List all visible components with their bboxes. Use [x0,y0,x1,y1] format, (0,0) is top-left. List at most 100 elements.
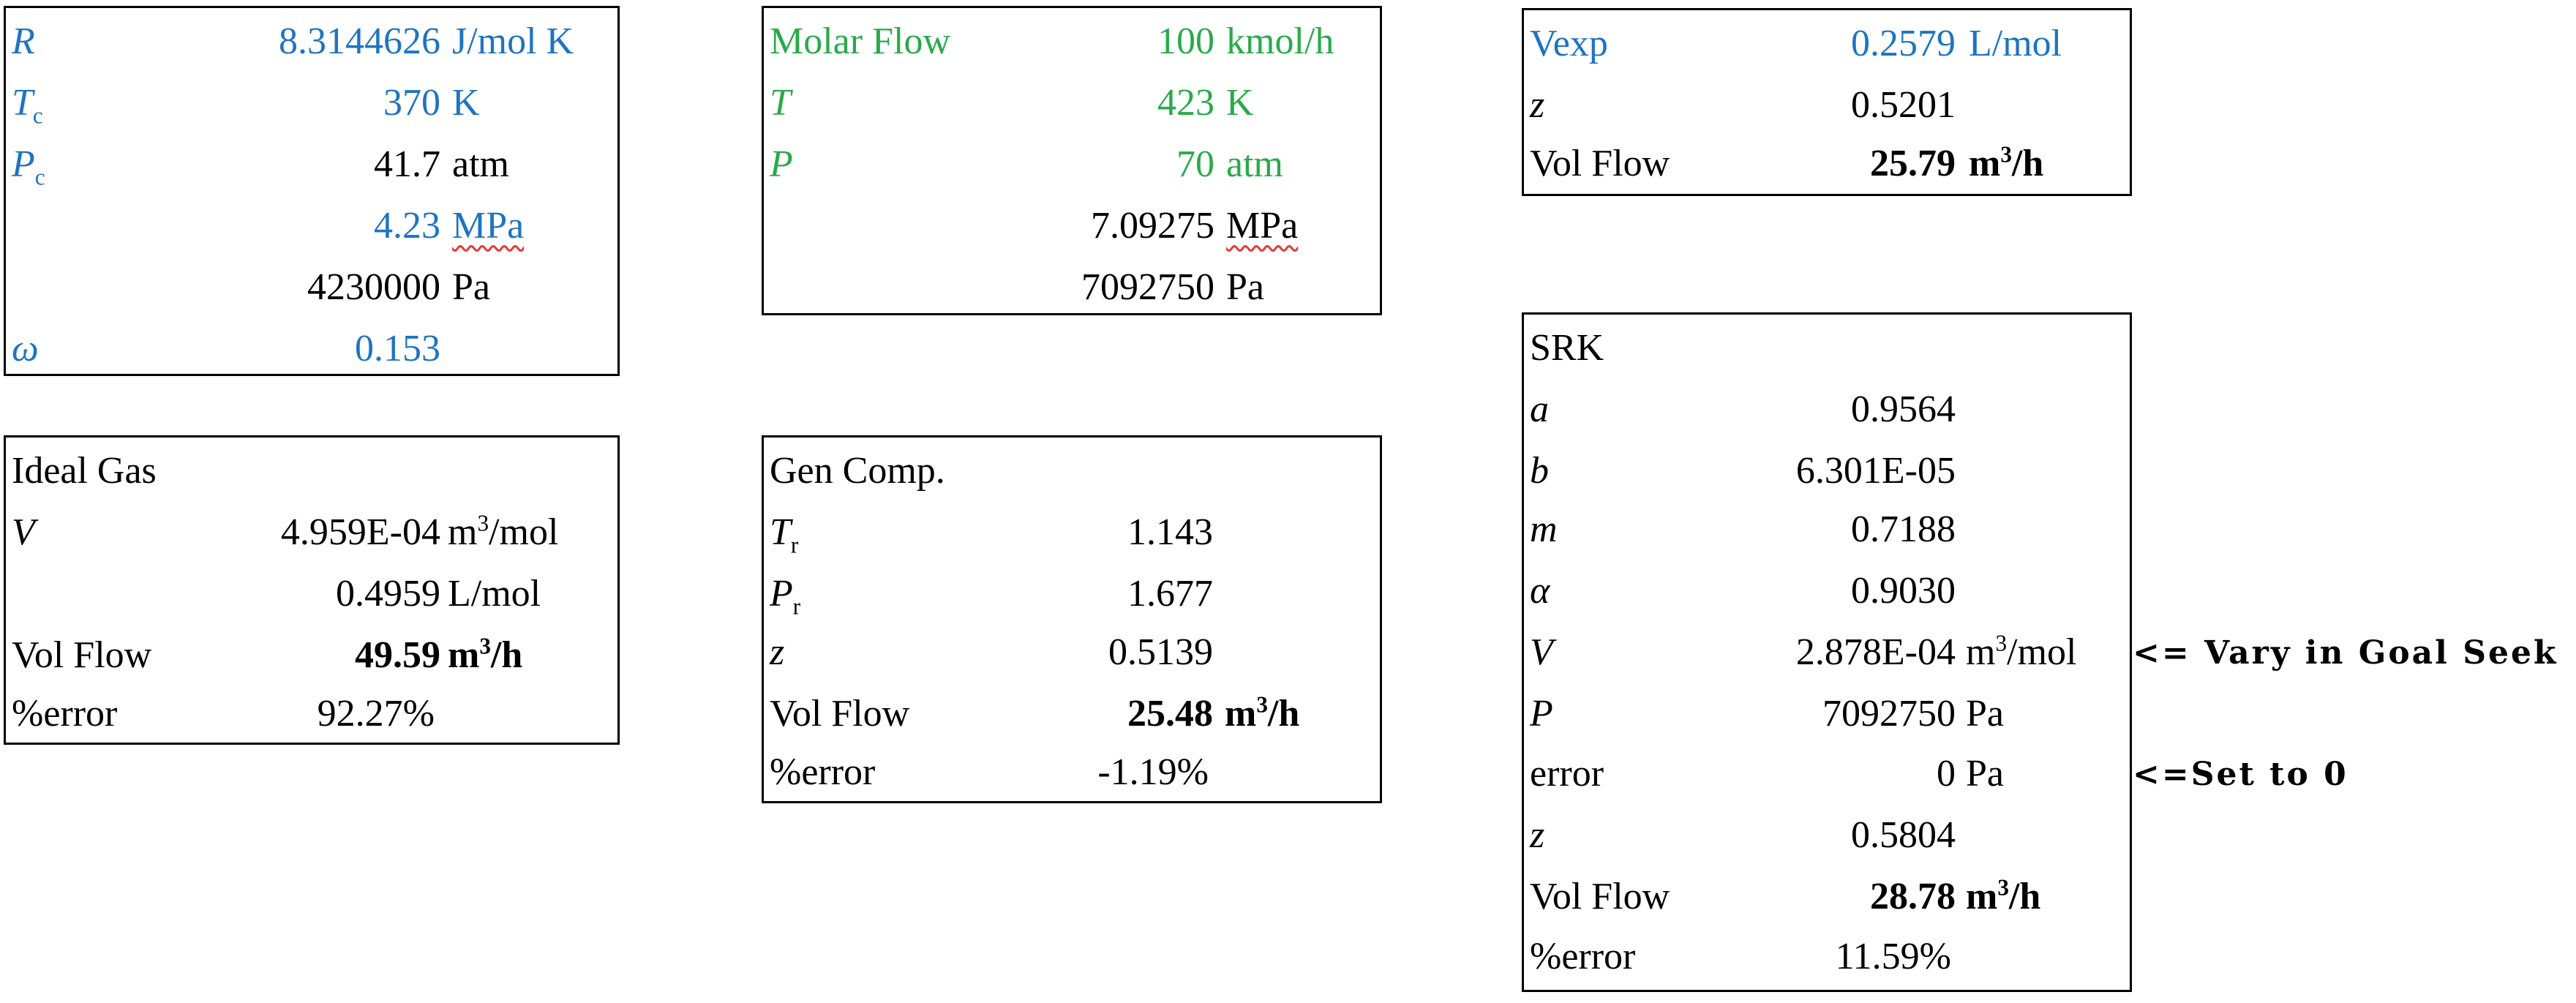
value-ig-V[interactable]: 4.959E-04 [280,511,440,553]
row-ig-error: %error 92.27% [6,683,617,745]
value-Pc-mpa[interactable]: 4.23 [374,205,440,247]
row-vexp: Vexp 0.2579 L/mol [1524,13,2130,75]
srk-title: SRK [1530,327,1604,369]
label-vexp: Vexp [1530,23,1608,64]
conditions-box: Molar Flow 100 kmol/h T 423 K P 70 atm 7… [762,6,1382,315]
label-ig-vol-flow: Vol Flow [12,634,152,676]
value-T[interactable]: 423 [1157,82,1214,124]
unit-exp-vol-flow: m3/h [1969,141,2044,184]
label-gc-Tr: Tr [770,511,799,558]
unit-Pc-mpa: MPa [452,205,525,247]
value-ig-V-l[interactable]: 0.4959 [336,573,440,615]
gen-comp-box: Gen Comp. Tr 1.143 Pr 1.677 z 0.5139 Vol… [762,435,1382,803]
value-ig-vol-flow[interactable]: 49.59 [355,634,440,676]
value-ig-error[interactable]: 92.27% [317,693,435,735]
row-Pc: Pc 41.7 atm [6,134,617,195]
row-molar-flow: Molar Flow 100 kmol/h [764,11,1380,72]
row-srk-error: %error 11.59% [1524,926,2130,988]
value-srk-b[interactable]: 6.301E-05 [1795,450,1956,492]
row-srk-a: a 0.9564 [1524,379,2130,440]
value-omega[interactable]: 0.153 [355,328,440,369]
label-molar-flow: Molar Flow [770,20,950,62]
value-exp-z[interactable]: 0.5201 [1851,84,1956,126]
value-srk-a[interactable]: 0.9564 [1851,388,1956,430]
value-srk-vol-flow[interactable]: 28.78 [1870,876,1956,917]
row-gc-Pr: Pr 1.677 [764,563,1380,625]
unit-gc-vol-flow: m3/h [1225,691,1300,735]
srk-box: SRK a 0.9564 b 6.301E-05 m 0.7188 α 0.90… [1522,312,2132,992]
value-gc-vol-flow[interactable]: 25.48 [1127,693,1213,735]
unit-vexp: L/mol [1969,23,2062,64]
value-Tc[interactable]: 370 [383,82,440,124]
row-srk-error-pa: error 0 Pa [1524,743,2130,805]
label-exp-z: z [1530,84,1545,126]
row-gc-title: Gen Comp. [764,440,1380,502]
value-srk-error[interactable]: 11.59% [1835,936,1951,977]
row-ig-V-l: 0.4959 L/mol [6,563,617,625]
row-Pc-pa: 4230000 Pa [6,257,617,318]
row-ig-V: V 4.959E-04 m3/mol [6,502,617,563]
value-Pc-atm[interactable]: 41.7 [374,143,440,185]
row-P: P 70 atm [764,134,1380,195]
label-ig-error: %error [12,693,118,735]
label-gc-vol-flow: Vol Flow [770,693,910,735]
row-srk-m: m 0.7188 [1524,499,2130,560]
value-srk-P[interactable]: 7092750 [1822,693,1956,735]
label-srk-a: a [1530,388,1549,430]
unit-Tc: K [452,82,480,124]
value-srk-m[interactable]: 0.7188 [1851,508,1956,550]
row-srk-P: P 7092750 Pa [1524,683,2130,745]
label-Tc: Tc [12,82,43,129]
label-srk-P: P [1530,693,1553,735]
value-gc-z[interactable]: 0.5139 [1108,631,1213,673]
unit-T: K [1226,82,1254,124]
row-R: R 8.3144626 J/mol K [6,11,617,72]
row-gc-Tr: Tr 1.143 [764,502,1380,563]
row-ig-vol-flow: Vol Flow 49.59 m3/h [6,625,617,686]
label-srk-alpha: α [1530,570,1550,612]
unit-srk-vol-flow: m3/h [1966,874,2041,917]
unit-P-mpa: MPa [1226,205,1299,247]
value-vexp[interactable]: 0.2579 [1851,23,1956,64]
unit-Pc-pa: Pa [452,266,490,308]
unit-srk-error-pa: Pa [1966,753,2004,794]
ideal-gas-title: Ideal Gas [12,450,157,492]
label-srk-error-pa: error [1530,753,1604,794]
row-Pc-mpa: 4.23 MPa [6,195,617,257]
value-gc-error[interactable]: -1.19% [1097,751,1209,793]
value-gc-Pr[interactable]: 1.677 [1127,573,1213,615]
label-srk-V: V [1530,631,1553,673]
label-P: P [770,143,793,185]
row-ig-title: Ideal Gas [6,440,617,502]
row-srk-b: b 6.301E-05 [1524,440,2130,502]
row-P-pa: 7092750 Pa [764,257,1380,318]
value-gc-Tr[interactable]: 1.143 [1127,511,1213,553]
value-P-mpa[interactable]: 7.09275 [1091,205,1214,247]
value-Pc-pa[interactable]: 4230000 [307,266,440,308]
row-srk-alpha: α 0.9030 [1524,560,2130,622]
unit-ig-V: m3/mol [448,510,559,553]
note-set-to-zero: <=Set to 0 [2133,756,2348,793]
row-Tc: Tc 370 K [6,72,617,134]
value-P[interactable]: 70 [1176,143,1214,185]
unit-ig-V-l: L/mol [448,573,541,615]
row-srk-V: V 2.878E-04 m3/mol [1524,622,2130,683]
row-srk-title: SRK [1524,318,2130,379]
unit-srk-V: m3/mol [1966,630,2077,673]
value-srk-error-pa[interactable]: 0 [1937,753,1956,794]
value-srk-alpha[interactable]: 0.9030 [1851,570,1956,612]
row-exp-vol-flow: Vol Flow 25.79 m3/h [1524,133,2130,195]
value-srk-V[interactable]: 2.878E-04 [1795,631,1956,673]
label-srk-b: b [1530,450,1549,492]
value-R[interactable]: 8.3144626 [279,20,440,62]
label-R: R [12,20,35,62]
label-exp-vol-flow: Vol Flow [1530,143,1670,184]
row-gc-vol-flow: Vol Flow 25.48 m3/h [764,683,1380,745]
value-P-pa[interactable]: 7092750 [1081,266,1214,308]
constants-box: R 8.3144626 J/mol K Tc 370 K Pc 41.7 atm… [4,6,620,376]
value-srk-z[interactable]: 0.5804 [1851,814,1956,856]
value-exp-vol-flow[interactable]: 25.79 [1870,143,1956,184]
value-molar-flow[interactable]: 100 [1157,20,1214,62]
label-srk-vol-flow: Vol Flow [1530,876,1670,917]
label-srk-z: z [1530,814,1545,856]
